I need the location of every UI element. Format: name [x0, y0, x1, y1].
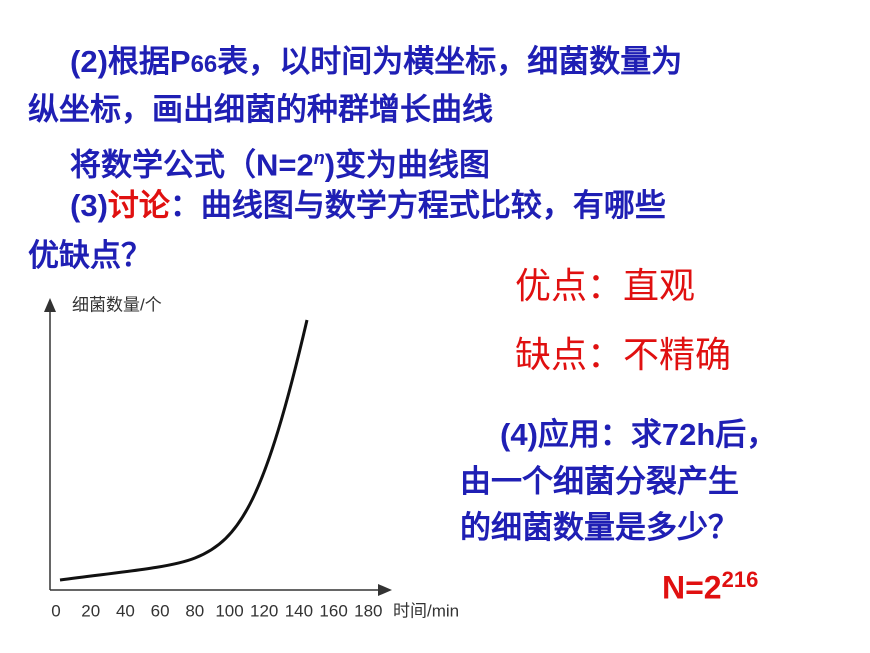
text-line: 的细菌数量是多少？: [460, 510, 739, 545]
x-tick-label: 60: [151, 601, 170, 620]
text-line: 由一个细菌分裂产生: [460, 464, 739, 499]
y-label: 细菌数量/个: [72, 295, 162, 314]
x-tick-label: 0: [51, 601, 60, 620]
x-tick-label: 180: [354, 601, 382, 620]
x-label: 时间/min: [393, 601, 459, 620]
x-tick-label: 120: [250, 601, 278, 620]
figure: 细菌数量/个 时间/min 0 20 40 60 80 100 120 140 160 180: [44, 295, 459, 620]
arrow: [44, 298, 56, 312]
text: (3): [70, 188, 108, 223]
text: 表，以时间为横坐标，细菌数量为: [217, 44, 683, 79]
x-tick-label: 160: [319, 601, 347, 620]
disadvantage: 缺点：不精确: [515, 334, 732, 375]
text: 66: [190, 51, 218, 78]
text: n: [313, 148, 325, 168]
arrow: [378, 584, 392, 596]
text-line: 纵坐标，画出细菌的种群增长曲线: [28, 92, 493, 127]
text-line: 优缺点？: [28, 238, 152, 273]
advantage: 优点：直观: [515, 265, 696, 306]
x-tick-label: 20: [81, 601, 100, 620]
text: N=2: [662, 569, 722, 606]
text: 216: [721, 567, 759, 592]
text: )变为曲线图: [324, 147, 491, 183]
answer: N=2216: [662, 558, 758, 610]
text-line: (2)根据P66表，以时间为横坐标，细菌数量为: [70, 42, 682, 85]
text-line: (4)应用：求72h后，: [500, 417, 778, 452]
x-tick-label: 80: [185, 601, 204, 620]
text-line: 将数学公式（N=2n)变为曲线图: [70, 138, 490, 185]
text: ：曲线图与数学方程式比较，有哪些: [169, 188, 666, 223]
x-tick-label: 40: [116, 601, 135, 620]
text: 将数学公式（N=2: [70, 147, 314, 183]
text: 讨论: [107, 188, 170, 223]
x-tick-label: 140: [285, 601, 313, 620]
growth-curve: [59, 319, 309, 582]
x-tick-label: 100: [215, 601, 243, 620]
text: (2)根据P: [70, 44, 191, 79]
text-line: (3)讨论：曲线图与数学方程式比较，有哪些: [70, 186, 666, 226]
